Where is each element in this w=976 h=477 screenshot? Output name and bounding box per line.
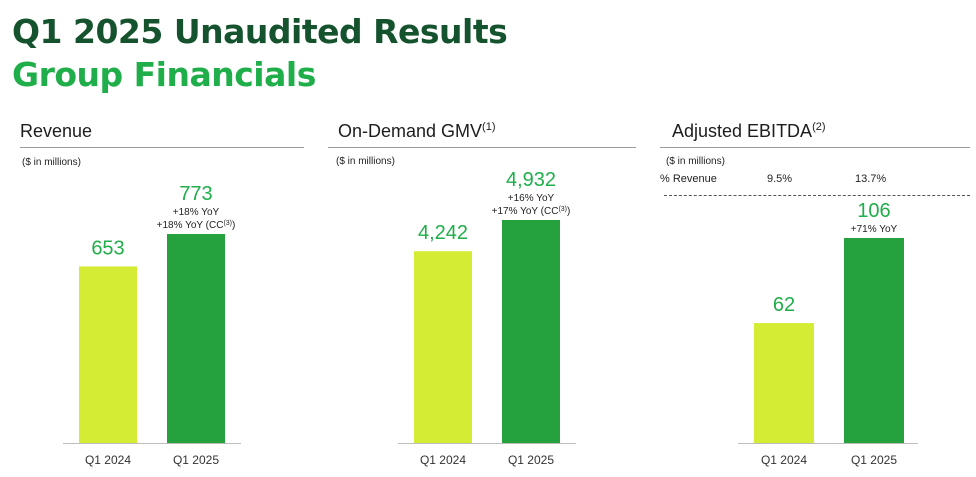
- ebitda-bar-chart: 62 Q1 2024 +71% YoY 106 Q1 2025: [738, 200, 918, 467]
- gmv-unit-note: ($ in millions): [336, 156, 395, 167]
- gmv-footnote-marker: (1): [482, 121, 496, 133]
- bar-q1-2025: [844, 238, 904, 443]
- ebitda-title-text: Adjusted EBITDA: [672, 121, 813, 141]
- gmv-panel-title: On-Demand GMV(1): [338, 118, 496, 144]
- bar-value-label: 106: [857, 200, 890, 222]
- bar-q1-2025: [502, 220, 560, 443]
- gmv-panel: On-Demand GMV(1) ($ in millions) 4,242 Q1…: [328, 118, 636, 477]
- gmv-title-text: On-Demand GMV: [338, 121, 483, 141]
- yoy-annotation: +16% YoY: [508, 193, 555, 204]
- revenue-unit-note: ($ in millions): [22, 157, 81, 168]
- ebitda-margin-q1-2024: 9.5%: [767, 173, 793, 185]
- ebitda-panel-title: Adjusted EBITDA(2): [672, 118, 826, 144]
- ebitda-dashed-separator: [664, 195, 970, 196]
- bar-value-label: 773: [179, 183, 212, 205]
- revenue-title-text: Revenue: [20, 121, 93, 141]
- bar-q1-2025: [167, 234, 225, 443]
- bar-value-label: 4,932: [506, 169, 556, 191]
- bar-value-label: 4,242: [418, 222, 468, 244]
- ebitda-footnote-marker: (2): [812, 121, 826, 133]
- category-label: Q1 2024: [85, 453, 131, 467]
- gmv-panel-divider: [328, 147, 636, 148]
- yoy-annotation: +18% YoY: [173, 207, 220, 218]
- yoy-annotation: +18% YoY (CC(3)): [157, 220, 236, 231]
- gmv-bar-chart: 4,242 Q1 2024 +16% YoY +17% YoY (CC(3)) 4,93…: [398, 169, 576, 467]
- yoy-annotation: +17% YoY (CC(3)): [492, 206, 571, 217]
- bar-value-label: 653: [91, 237, 124, 259]
- revenue-panel-divider: [20, 147, 304, 148]
- category-label: Q1 2025: [851, 453, 897, 467]
- category-label: Q1 2025: [173, 453, 219, 467]
- page-title: Q1 2025 Unaudited Results: [12, 12, 508, 51]
- bar-q1-2024: [79, 266, 137, 443]
- ebitda-margin-label: % Revenue: [660, 173, 717, 185]
- bar-q1-2024: [754, 323, 814, 443]
- revenue-bar-chart: 653 Q1 2024 +18% YoY +18% YoY (CC(3)) 773 Q1 …: [63, 183, 241, 467]
- ebitda-margin-q1-2025: 13.7%: [855, 173, 887, 185]
- bar-q1-2024: [414, 251, 472, 443]
- revenue-panel: Revenue ($ in millions) 653 Q1 2024 +18% Y…: [20, 118, 304, 477]
- bar-value-label: 62: [773, 294, 795, 316]
- ebitda-panel-divider: [660, 147, 970, 148]
- revenue-panel-title: Revenue: [20, 118, 92, 144]
- category-label: Q1 2024: [420, 453, 466, 467]
- page-subtitle: Group Financials: [12, 55, 316, 94]
- ebitda-unit-note: ($ in millions): [666, 156, 725, 167]
- ebitda-panel: Adjusted EBITDA(2) ($ in millions) % Rev…: [660, 118, 970, 477]
- yoy-annotation: +71% YoY: [851, 224, 898, 235]
- category-label: Q1 2024: [761, 453, 807, 467]
- category-label: Q1 2025: [508, 453, 554, 467]
